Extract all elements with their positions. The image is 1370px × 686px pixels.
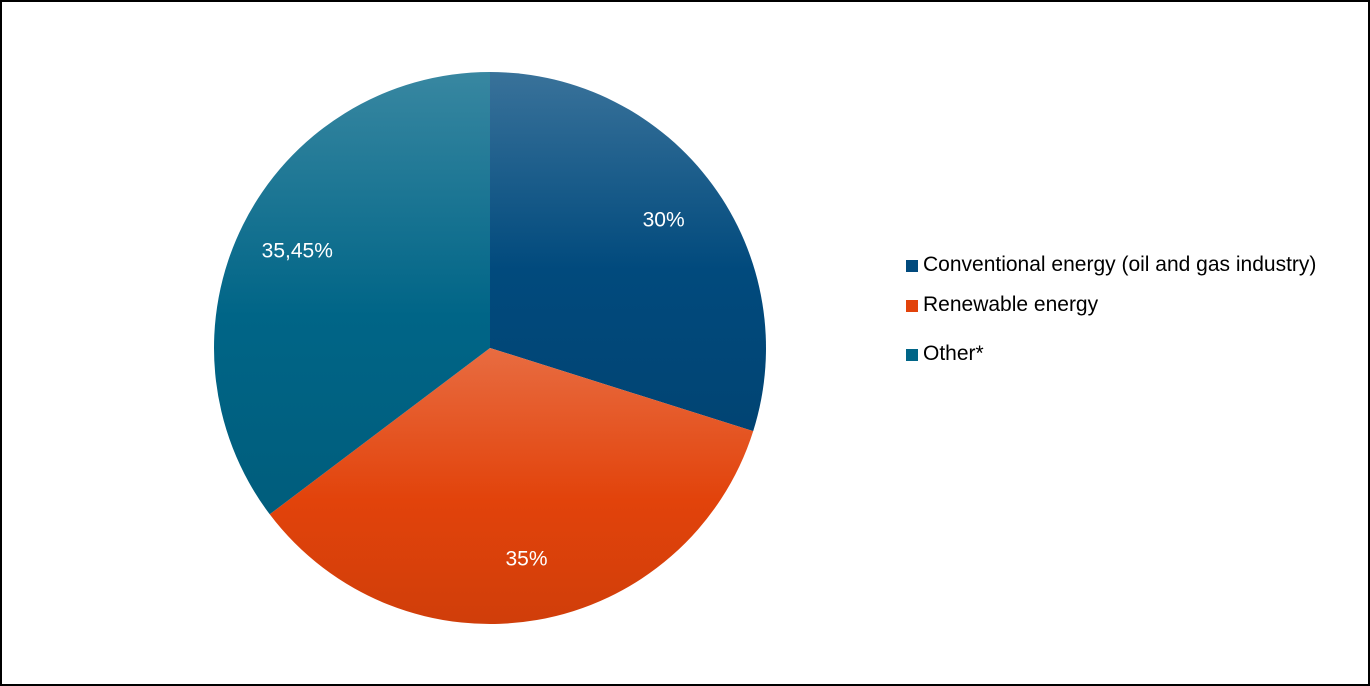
legend: Conventional energy (oil and gas industr… (906, 251, 1326, 367)
legend-item-renewable-energy: Renewable energy (906, 291, 1326, 318)
legend-item-conventional-energy: Conventional energy (oil and gas industr… (906, 251, 1326, 278)
legend-label: Conventional energy (oil and gas industr… (923, 253, 1317, 276)
pie-slice (490, 72, 767, 432)
legend-swatch (906, 349, 918, 361)
legend-item-other: Other* (906, 340, 1326, 367)
legend-swatch (906, 300, 918, 312)
legend-label: Other* (923, 342, 984, 365)
legend-swatch (906, 260, 918, 272)
slice-data-label: 35,45% (262, 240, 333, 263)
slice-data-label: 30% (643, 208, 685, 231)
slice-data-label: 35% (506, 548, 548, 571)
pie-slice (214, 71, 491, 515)
pie-slice (269, 348, 754, 625)
legend-label: Renewable energy (923, 293, 1099, 316)
